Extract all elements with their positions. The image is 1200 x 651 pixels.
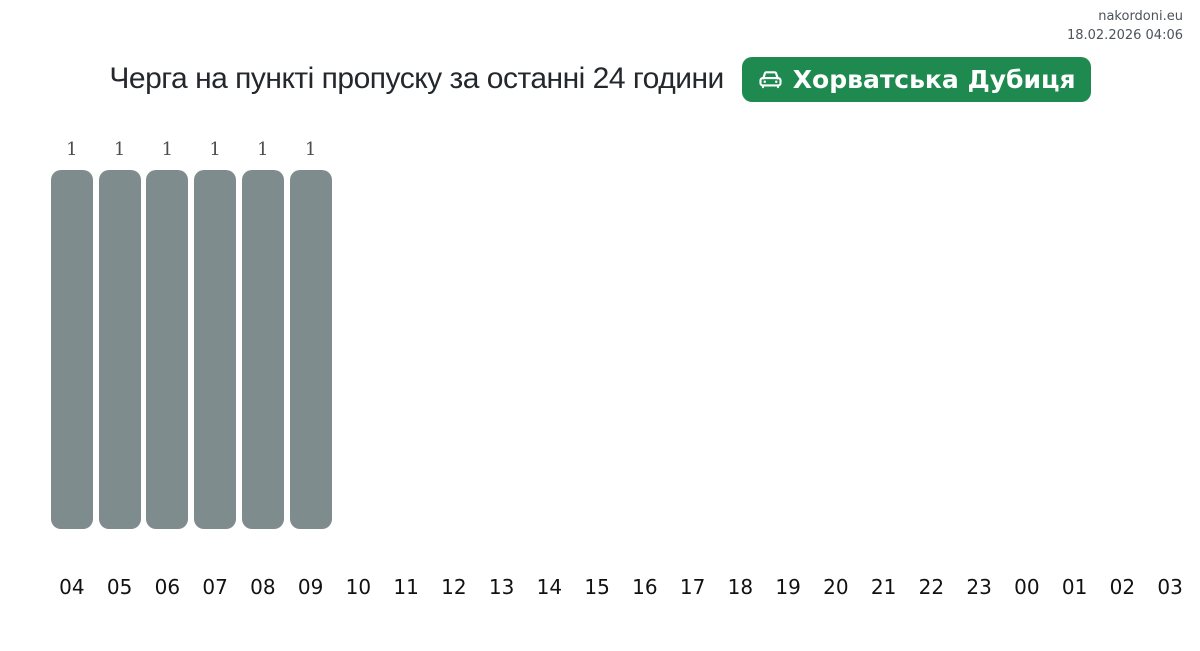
bar-area (908, 170, 956, 529)
chart-slot: 21 (860, 141, 908, 599)
queue-bar (241, 170, 284, 529)
chart-slot: 01 (1051, 141, 1099, 599)
x-axis-tick-label: 20 (823, 575, 849, 599)
bar-value-label: 1 (66, 139, 78, 160)
bar-area (144, 170, 192, 529)
chart-slot: 17 (669, 141, 717, 599)
x-axis-tick-label: 13 (488, 575, 515, 599)
queue-bar (289, 170, 332, 529)
x-axis-tick-label: 19 (775, 575, 801, 599)
x-axis-tick-label: 16 (632, 575, 658, 599)
snapshot-timestamp: 18.02.2026 04:06 (1066, 27, 1183, 43)
bar-area (621, 170, 669, 529)
chart-slots: 1 04 1 05 1 06 1 07 1 08 1 09 10 11 (48, 141, 1194, 599)
x-axis-tick-label: 04 (59, 575, 85, 599)
chart-slot: 1 05 (96, 141, 144, 599)
x-axis-tick-label: 01 (1061, 575, 1088, 599)
chart-slot: 1 04 (48, 141, 96, 599)
queue-bar-chart: 1 04 1 05 1 06 1 07 1 08 1 09 10 11 (48, 141, 1194, 599)
queue-bar (194, 170, 237, 529)
chart-slot: 11 (382, 141, 430, 599)
bar-area (717, 170, 765, 529)
x-axis-tick-label: 11 (393, 575, 419, 599)
chart-slot: 22 (908, 141, 956, 599)
x-axis-tick-label: 07 (202, 575, 228, 599)
bar-value-label: 1 (161, 139, 174, 160)
bar-area (1003, 170, 1051, 529)
bar-area (287, 170, 335, 529)
x-axis-tick-label: 10 (345, 575, 372, 599)
chart-slot: 1 06 (144, 141, 192, 599)
queue-bar (98, 170, 141, 529)
x-axis-tick-label: 18 (727, 575, 754, 599)
chart-slot: 10 (335, 141, 383, 599)
bar-area (430, 170, 478, 529)
bar-area (335, 170, 383, 529)
bar-area (764, 170, 812, 529)
x-axis-tick-label: 09 (297, 575, 324, 599)
queue-bar (50, 170, 93, 529)
bar-area (1099, 170, 1147, 529)
x-axis-tick-label: 17 (679, 575, 706, 599)
x-axis-tick-label: 21 (870, 575, 897, 599)
checkpoint-name: Хорватська Дубиця (792, 64, 1076, 94)
x-axis-tick-label: 05 (106, 575, 133, 599)
car-front-icon (757, 66, 784, 93)
bar-area (669, 170, 717, 529)
bar-area (382, 170, 430, 529)
bar-area (573, 170, 621, 529)
x-axis-tick-label: 15 (584, 575, 610, 599)
chart-slot: 03 (1146, 141, 1194, 599)
bar-area (955, 170, 1003, 529)
x-axis-tick-label: 06 (154, 575, 181, 599)
chart-slot: 13 (478, 141, 526, 599)
checkpoint-badge-button[interactable]: Хорватська Дубиця (741, 56, 1091, 102)
bar-area (812, 170, 860, 529)
bar-area (1146, 170, 1194, 529)
chart-slot: 1 07 (191, 141, 239, 599)
site-info: nakordoni.eu 18.02.2026 04:06 (1067, 8, 1183, 46)
chart-slot: 19 (764, 141, 812, 599)
bar-area (48, 170, 96, 529)
chart-slot: 02 (1099, 141, 1147, 599)
bar-value-label: 1 (113, 139, 126, 160)
chart-slot: 18 (717, 141, 765, 599)
site-name: nakordoni.eu (1098, 9, 1183, 24)
chart-slot: 1 09 (287, 141, 335, 599)
bar-area (1051, 170, 1099, 529)
page-title: Черга на пункті пропуску за останні 24 г… (109, 62, 724, 95)
bar-area (526, 170, 574, 529)
bar-area (191, 170, 239, 529)
x-axis-tick-label: 08 (250, 575, 276, 599)
queue-bar (146, 170, 189, 529)
chart-slot: 23 (955, 141, 1003, 599)
x-axis-tick-label: 22 (918, 575, 945, 599)
chart-slot: 00 (1003, 141, 1051, 599)
chart-slot: 12 (430, 141, 478, 599)
chart-slot: 16 (621, 141, 669, 599)
x-axis-tick-label: 02 (1109, 575, 1136, 599)
x-axis-tick-label: 00 (1014, 575, 1040, 599)
chart-slot: 20 (812, 141, 860, 599)
x-axis-tick-label: 03 (1157, 575, 1183, 599)
chart-slot: 1 08 (239, 141, 287, 599)
bar-value-label: 1 (209, 139, 221, 160)
bar-value-label: 1 (304, 139, 317, 160)
bar-area (239, 170, 287, 529)
bar-area (478, 170, 526, 529)
bar-value-label: 1 (257, 139, 269, 160)
chart-slot: 14 (526, 141, 574, 599)
title-row: Черга на пункті пропуску за останні 24 г… (0, 56, 1200, 102)
bar-area (96, 170, 144, 529)
bar-area (860, 170, 908, 529)
x-axis-tick-label: 23 (966, 575, 992, 599)
x-axis-tick-label: 12 (441, 575, 467, 599)
x-axis-tick-label: 14 (536, 575, 563, 599)
chart-slot: 15 (573, 141, 621, 599)
